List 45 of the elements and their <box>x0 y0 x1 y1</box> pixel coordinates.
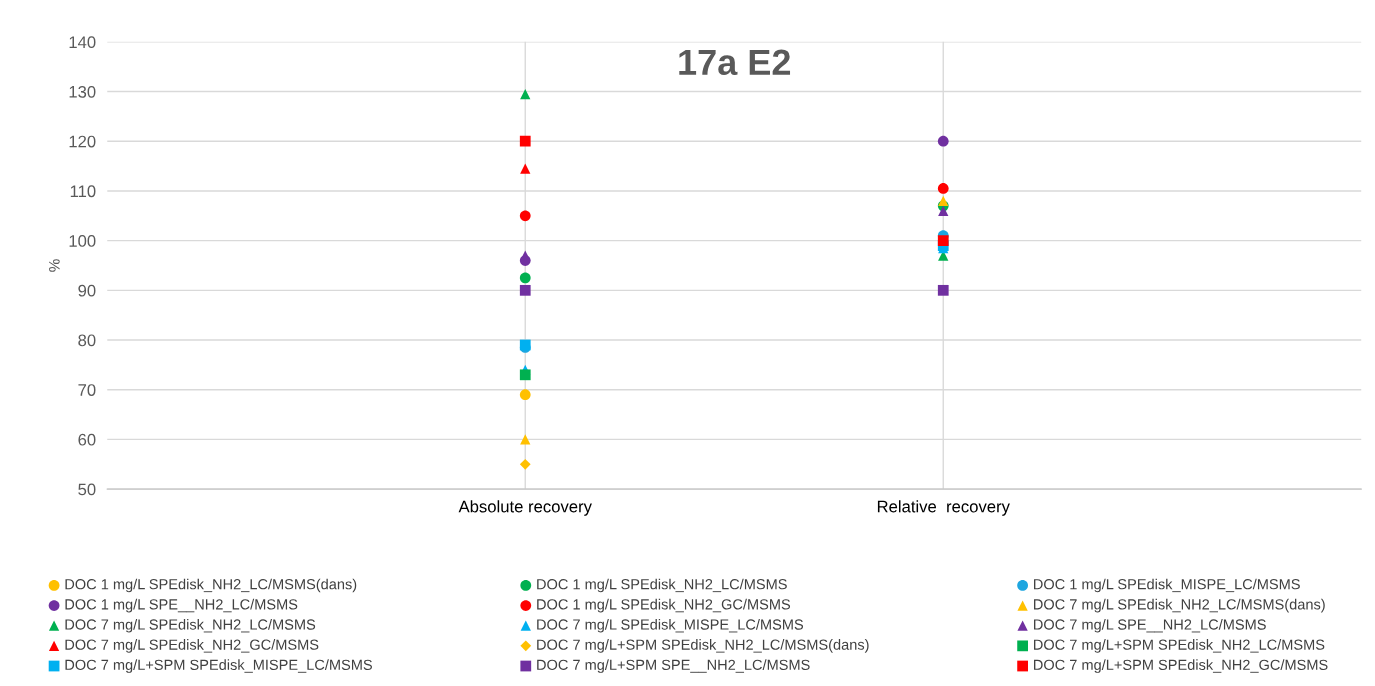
legend-label: DOC 7 mg/L+SPM SPEdisk_NH2_LC/MSMS <box>1034 639 1325 653</box>
legend-label: DOC 7 mg/L SPEdisk_NH2_LC/MSMS(dans) <box>1034 598 1325 613</box>
y-tick-label: 80 <box>78 334 96 347</box>
legend-label: DOC 7 mg/L+SPM SPE__NH2_LC/MSMS <box>537 659 810 673</box>
y-tick-label: 90 <box>78 284 96 297</box>
y-tick-label: 50 <box>78 483 96 496</box>
legend-label: DOC 1 mg/L SPEdisk_NH2_LC/MSMS <box>537 578 787 593</box>
point <box>937 284 949 296</box>
y-tick-label: 130 <box>69 85 96 98</box>
y-tick-label: 120 <box>69 135 96 148</box>
legend-label: DOC 7 mg/L SPEdisk_NH2_GC/MSMS <box>65 639 319 653</box>
point <box>519 458 531 470</box>
legend-label: DOC 7 mg/L SPEdisk_MISPE_LC/MSMS <box>537 618 804 633</box>
point <box>520 434 531 445</box>
y-tick-label: 100 <box>69 235 96 247</box>
point <box>519 369 531 381</box>
legend-label: DOC 1 mg/L SPEdisk_NH2_GC/MSMS <box>537 598 791 613</box>
point <box>520 163 531 174</box>
y-tick-label: 110 <box>70 185 96 198</box>
point <box>519 284 531 296</box>
point <box>520 88 531 100</box>
legend-label: DOC 1 mg/L SPEdisk_MISPE_LC/MSMS <box>1034 578 1300 593</box>
chart-title: 17a E2 <box>679 49 791 76</box>
legend-label: DOC 1 mg/L SPEdisk_NH2_LC/MSMS(dans) <box>65 578 357 593</box>
legend-label: DOC 7 mg/L+SPM SPEdisk_NH2_GC/MSMS <box>1034 659 1328 673</box>
legend-label: DOC 1 mg/L SPE__NH2_LC/MSMS <box>65 598 298 613</box>
point <box>937 135 949 147</box>
point <box>937 183 949 194</box>
y-tick-label: 60 <box>78 433 96 446</box>
point <box>519 389 531 401</box>
legend-label: DOC 7 mg/L+SPM SPEdisk_MISPE_LC/MSMS <box>65 659 372 673</box>
point <box>938 195 949 207</box>
point <box>519 272 531 284</box>
point <box>519 210 531 222</box>
x-tick-label: Absolute recovery <box>458 500 592 516</box>
y-tick-label: 70 <box>78 384 96 396</box>
point <box>937 235 949 247</box>
legend-label: DOC 7 mg/L+SPM SPEdisk_NH2_LC/MSMS(dans) <box>537 639 869 653</box>
legend-label: DOC 7 mg/L SPEdisk_NH2_LC/MSMS <box>65 618 316 633</box>
legend-label: DOC 7 mg/L SPE__NH2_LC/MSMS <box>1034 618 1266 633</box>
x-tick-label: Relative recovery <box>877 500 1010 516</box>
point <box>519 135 531 147</box>
y-axis-title: % <box>49 259 60 272</box>
point <box>938 205 949 216</box>
y-tick-label: 140 <box>69 36 96 49</box>
